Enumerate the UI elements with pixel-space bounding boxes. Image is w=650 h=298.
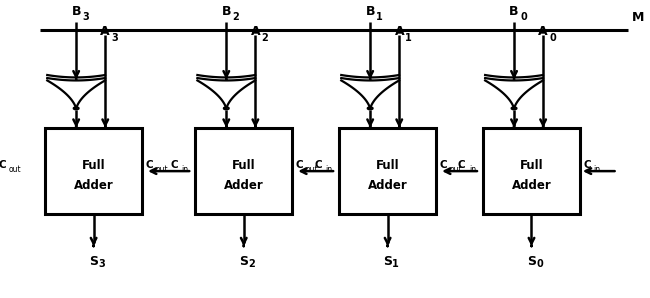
Text: B: B xyxy=(72,5,81,18)
Text: C: C xyxy=(295,160,303,170)
Bar xyxy=(195,128,292,214)
Text: Adder: Adder xyxy=(512,179,551,192)
Text: 1: 1 xyxy=(405,33,412,43)
Text: B: B xyxy=(510,5,519,18)
Text: C: C xyxy=(458,160,465,170)
Text: 3: 3 xyxy=(82,13,89,22)
Text: A: A xyxy=(101,25,110,38)
Text: in: in xyxy=(326,165,333,174)
Text: 0: 0 xyxy=(549,33,556,43)
Text: Adder: Adder xyxy=(224,179,264,192)
Text: 3: 3 xyxy=(111,33,118,43)
Text: C: C xyxy=(0,160,6,170)
Text: out: out xyxy=(306,165,318,174)
Text: 2: 2 xyxy=(261,33,268,43)
Text: S: S xyxy=(89,255,98,268)
Text: A: A xyxy=(250,25,260,38)
Text: 0: 0 xyxy=(520,13,526,22)
Text: Full: Full xyxy=(82,159,105,172)
Text: Full: Full xyxy=(376,159,400,172)
Bar xyxy=(339,128,436,214)
Text: S: S xyxy=(239,255,248,268)
Text: in: in xyxy=(469,165,476,174)
Bar xyxy=(45,128,142,214)
Text: C: C xyxy=(145,160,153,170)
Text: 0: 0 xyxy=(536,259,543,269)
Text: out: out xyxy=(156,165,168,174)
Text: 1: 1 xyxy=(376,13,383,22)
Text: C: C xyxy=(583,160,591,170)
Text: Full: Full xyxy=(520,159,543,172)
Text: 2: 2 xyxy=(248,259,255,269)
Text: Full: Full xyxy=(232,159,255,172)
Text: A: A xyxy=(538,25,548,38)
Text: B: B xyxy=(365,5,375,18)
Text: M: M xyxy=(632,11,644,24)
Text: out: out xyxy=(9,165,21,174)
Text: C: C xyxy=(439,160,447,170)
Text: C: C xyxy=(170,160,178,170)
Text: A: A xyxy=(395,25,404,38)
Text: B: B xyxy=(222,5,231,18)
Text: 1: 1 xyxy=(393,259,399,269)
Text: 3: 3 xyxy=(98,259,105,269)
Text: in: in xyxy=(181,165,188,174)
Text: out: out xyxy=(450,165,463,174)
Text: S: S xyxy=(527,255,536,268)
Text: in: in xyxy=(593,165,601,174)
Text: Adder: Adder xyxy=(73,179,114,192)
Text: Adder: Adder xyxy=(368,179,408,192)
Text: S: S xyxy=(383,255,392,268)
Bar xyxy=(483,128,580,214)
Text: C: C xyxy=(314,160,322,170)
Text: 2: 2 xyxy=(232,13,239,22)
